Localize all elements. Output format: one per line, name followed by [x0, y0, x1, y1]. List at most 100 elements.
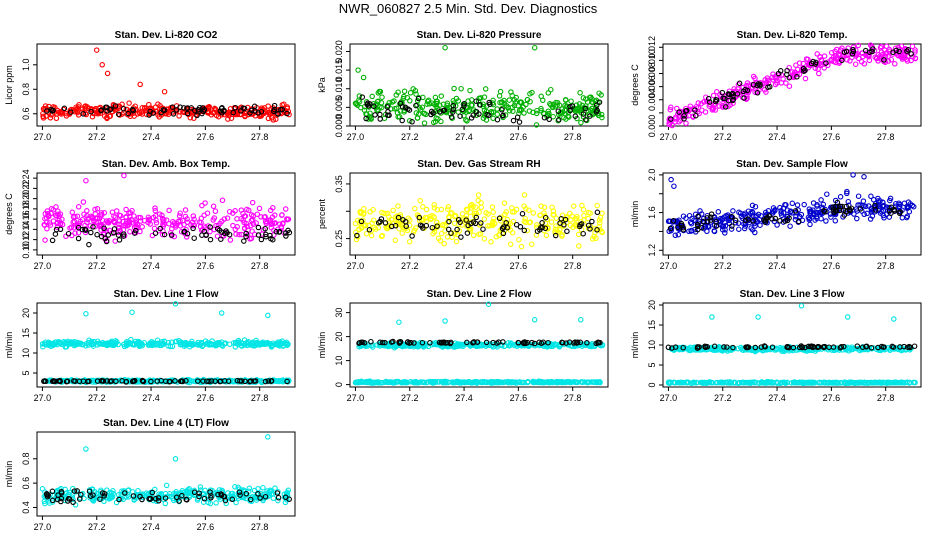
data-point [412, 205, 418, 212]
data-point [722, 104, 729, 110]
data-point [730, 208, 736, 214]
x-tick-label: 27.8 [877, 261, 895, 271]
data-point [401, 379, 407, 386]
data-point [427, 340, 433, 346]
data-point [428, 111, 434, 118]
data-point [461, 103, 467, 109]
data-point [909, 43, 916, 50]
data-point [449, 210, 455, 216]
data-point [64, 490, 70, 496]
data-point [818, 197, 824, 203]
data-point [52, 231, 59, 237]
data-point [356, 340, 362, 346]
data-point [896, 210, 903, 217]
data-point [225, 490, 231, 496]
data-point [516, 119, 523, 125]
y-tick-label: 0.020 [334, 40, 344, 63]
y-tick-label: 0.010 [334, 77, 344, 100]
plot-title: Stan. Dev. Sample Flow [736, 159, 848, 170]
data-point [198, 219, 204, 226]
data-point [792, 208, 799, 214]
data-point [163, 482, 170, 489]
data-point [259, 231, 265, 237]
data-point [394, 379, 400, 385]
data-point [805, 56, 811, 63]
data-point [170, 111, 177, 117]
data-point [210, 203, 217, 210]
data-point [391, 98, 397, 104]
data-point [821, 53, 828, 59]
data-point [191, 235, 197, 241]
data-point [730, 344, 736, 351]
data-point [238, 340, 245, 346]
data-point [470, 232, 477, 239]
data-point [107, 106, 113, 113]
data-point [166, 207, 172, 214]
data-point [576, 101, 583, 107]
data-point [507, 241, 514, 247]
data-point [169, 104, 176, 110]
data-point [98, 210, 105, 216]
data-point [530, 210, 537, 216]
data-point [887, 195, 894, 202]
data-point [262, 378, 269, 385]
data-point [445, 206, 451, 212]
data-point [83, 311, 89, 317]
y-tick-label: 0.000 [647, 115, 657, 138]
data-point [503, 220, 509, 226]
data-point [553, 215, 560, 222]
data-point [368, 338, 374, 345]
data-point [732, 217, 739, 224]
data-point [191, 115, 197, 121]
data-point [212, 208, 219, 214]
x-tick-label: 27.4 [455, 261, 473, 271]
plot-panel-3: Stan. Dev. Li-820 Temp.degrees C27.0 27.2… [630, 30, 922, 142]
data-point [139, 111, 145, 117]
data-point [774, 222, 780, 228]
data-point [172, 222, 179, 228]
data-point [244, 206, 250, 213]
data-point [191, 216, 197, 222]
data-point [130, 110, 137, 116]
data-point [181, 228, 188, 235]
data-point [438, 118, 444, 125]
x-tick-label: 27.6 [197, 132, 215, 142]
data-point [839, 203, 845, 210]
data-point [862, 203, 869, 210]
data-point [86, 378, 92, 385]
data-point [755, 314, 761, 320]
data-point [818, 380, 824, 386]
y-axis-label: degrees C [630, 64, 640, 106]
data-point [104, 108, 110, 114]
data-point [430, 230, 436, 237]
data-point [735, 345, 741, 352]
data-point [107, 113, 114, 119]
data-point [693, 112, 699, 119]
data-point [128, 336, 134, 343]
data-point [502, 112, 509, 118]
data-point [521, 110, 527, 116]
data-point [810, 207, 816, 213]
data-point [82, 226, 88, 233]
data-point [750, 73, 757, 80]
data-point [516, 107, 523, 114]
y-axis-label: ml/min [630, 201, 640, 228]
data-point [87, 223, 94, 229]
data-point [157, 225, 163, 232]
data-point [499, 99, 505, 106]
data-point [131, 224, 138, 231]
data-point [687, 219, 694, 226]
data-point [378, 233, 385, 240]
data-point [396, 319, 402, 325]
data-point [908, 51, 914, 57]
data-point [447, 340, 454, 347]
data-point [587, 210, 593, 216]
plot-frame [36, 43, 296, 127]
data-point [708, 211, 715, 217]
data-point [503, 379, 509, 385]
data-point [547, 379, 554, 386]
data-point [730, 96, 737, 103]
data-point [704, 344, 711, 350]
data-point [137, 110, 143, 116]
data-point [731, 86, 737, 92]
